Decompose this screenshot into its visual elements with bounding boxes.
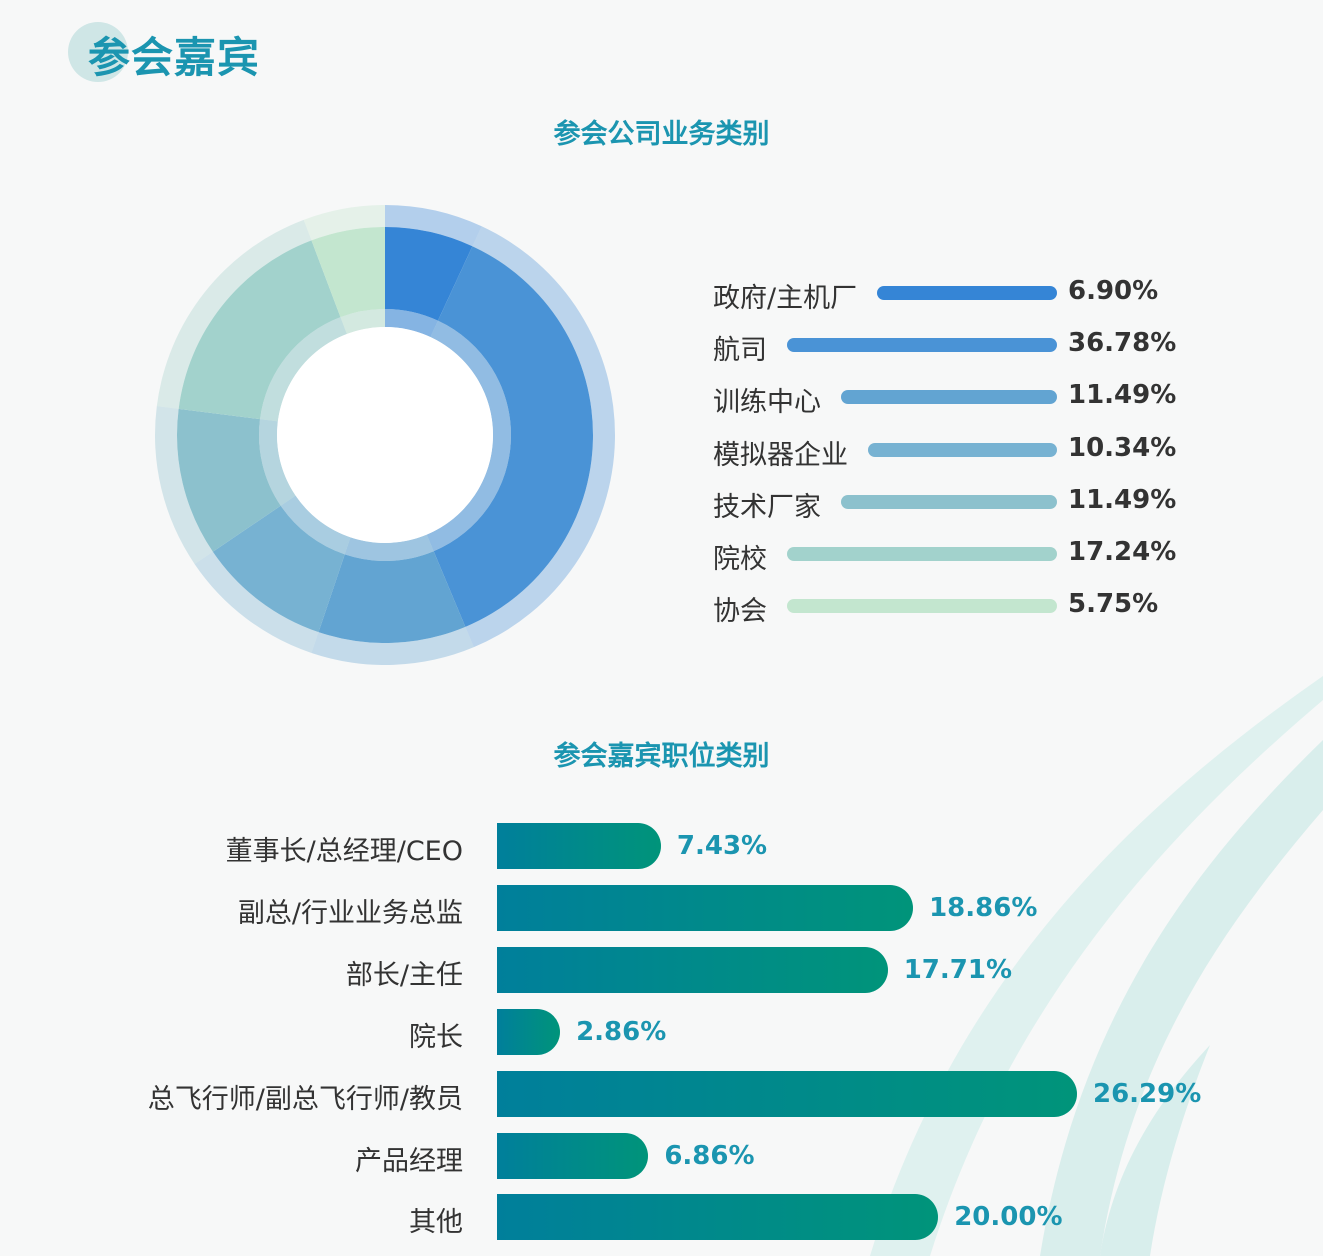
bar	[497, 1008, 561, 1055]
legend-item: 模拟器企业 10.34%	[713, 429, 1233, 471]
donut-slice-inner-band	[280, 495, 351, 555]
bar-category-label: 产品经理	[355, 1145, 463, 1177]
legend-bar	[787, 599, 1057, 614]
legend-item: 训练中心 11.49%	[713, 376, 1233, 419]
donut-slice-inner-band	[259, 419, 296, 506]
donut-slice-halo	[311, 626, 474, 665]
legend-label: 协会	[713, 596, 767, 628]
bar-row: 副总/行业业务总监 18.86%	[0, 884, 1323, 931]
legend-bar	[868, 442, 1057, 457]
donut-slice	[433, 246, 593, 627]
legend-value: 11.49%	[1068, 484, 1177, 515]
donut-slice-halo	[155, 406, 213, 565]
bar-value-label: 7.43%	[676, 831, 768, 861]
legend-label: 训练中心	[713, 387, 821, 419]
bar	[497, 1070, 1077, 1117]
bar-category-label: 副总/行业业务总监	[237, 897, 463, 929]
donut-hole	[277, 327, 493, 543]
donut-slice-inner-band	[260, 317, 347, 422]
legend-value: 11.49%	[1068, 380, 1177, 411]
donut-slice-inner-band	[385, 309, 438, 337]
legend-value: 36.78%	[1068, 328, 1177, 359]
donut-slice	[212, 505, 345, 633]
header-circle-decoration	[68, 22, 128, 82]
legend-value: 6.90%	[1068, 276, 1159, 306]
donut-slice-halo	[156, 219, 312, 409]
donut-slice	[311, 227, 385, 318]
section-header: 参会嘉宾	[68, 18, 328, 82]
section-title: 参会嘉宾	[88, 33, 261, 82]
legend-label: 航司	[713, 335, 767, 367]
legend-bar	[787, 547, 1057, 561]
bar	[497, 823, 661, 869]
legend-item: 技术厂家 11.49%	[713, 481, 1233, 523]
legend-label: 政府/主机厂	[713, 283, 858, 314]
donut-slice-halo	[465, 226, 615, 648]
legend-value: 5.75%	[1068, 589, 1159, 620]
bar-value-label: 17.71%	[903, 954, 1012, 985]
donut-slice	[318, 551, 466, 643]
legend-label: 院校	[713, 544, 767, 575]
legend-bar	[877, 286, 1057, 300]
donut-slice-halo	[303, 205, 385, 241]
donut-chart	[155, 205, 615, 665]
bar-value-label: 20.00%	[954, 1202, 1063, 1233]
bar-value-label: 18.86%	[929, 892, 1038, 923]
legend-label: 模拟器企业	[713, 439, 848, 471]
donut-slice-halo	[385, 205, 482, 247]
bar-category-label: 总飞行师/副总飞行师/教员	[147, 1083, 463, 1115]
legend-bar	[787, 338, 1057, 353]
donut-slice	[178, 240, 341, 420]
bar	[497, 884, 914, 931]
legend-item: 航司 36.78%	[713, 324, 1233, 367]
legend-value: 10.34%	[1068, 432, 1177, 463]
bar-category-label: 董事长/总经理/CEO	[225, 836, 463, 867]
bar-category-label: 部长/主任	[345, 959, 463, 991]
bar-row: 总飞行师/副总飞行师/教员 26.29%	[0, 1070, 1323, 1117]
bar	[497, 1132, 649, 1179]
bar	[497, 1194, 939, 1241]
legend-item: 院校 17.24%	[713, 533, 1233, 575]
legend-value: 17.24%	[1068, 537, 1177, 567]
bar-row: 院长 2.86%	[0, 1008, 1323, 1055]
bar-row: 董事长/总经理/CEO 7.43%	[0, 823, 1323, 869]
legend-item: 协会 5.75%	[713, 585, 1233, 628]
bar-value-label: 2.86%	[576, 1016, 667, 1047]
bar-chart-title: 参会嘉宾职位类别	[553, 741, 770, 772]
bar-row: 部长/主任 17.71%	[0, 946, 1323, 993]
legend-bar	[841, 390, 1057, 405]
bar	[497, 946, 888, 993]
bar-category-label: 院长	[409, 1021, 463, 1053]
donut-slice-inner-band	[340, 309, 385, 334]
donut-chart-title: 参会公司业务类别	[553, 119, 770, 150]
legend-item: 政府/主机厂 6.90%	[713, 272, 1233, 314]
bar-value-label: 26.29%	[1093, 1078, 1202, 1109]
legend-bar	[841, 494, 1057, 509]
bar-row: 产品经理 6.86%	[0, 1132, 1323, 1179]
bar-category-label: 其他	[409, 1207, 463, 1239]
donut-slice-inner-band	[344, 534, 434, 561]
donut-slice-halo	[194, 551, 319, 653]
donut-slice	[385, 227, 473, 321]
legend-label: 技术厂家	[713, 491, 821, 523]
bar-value-label: 6.86%	[664, 1140, 755, 1171]
bar-row: 其他 20.00%	[0, 1194, 1323, 1241]
donut-slice-inner-band	[426, 320, 512, 552]
donut-slice	[177, 408, 281, 552]
